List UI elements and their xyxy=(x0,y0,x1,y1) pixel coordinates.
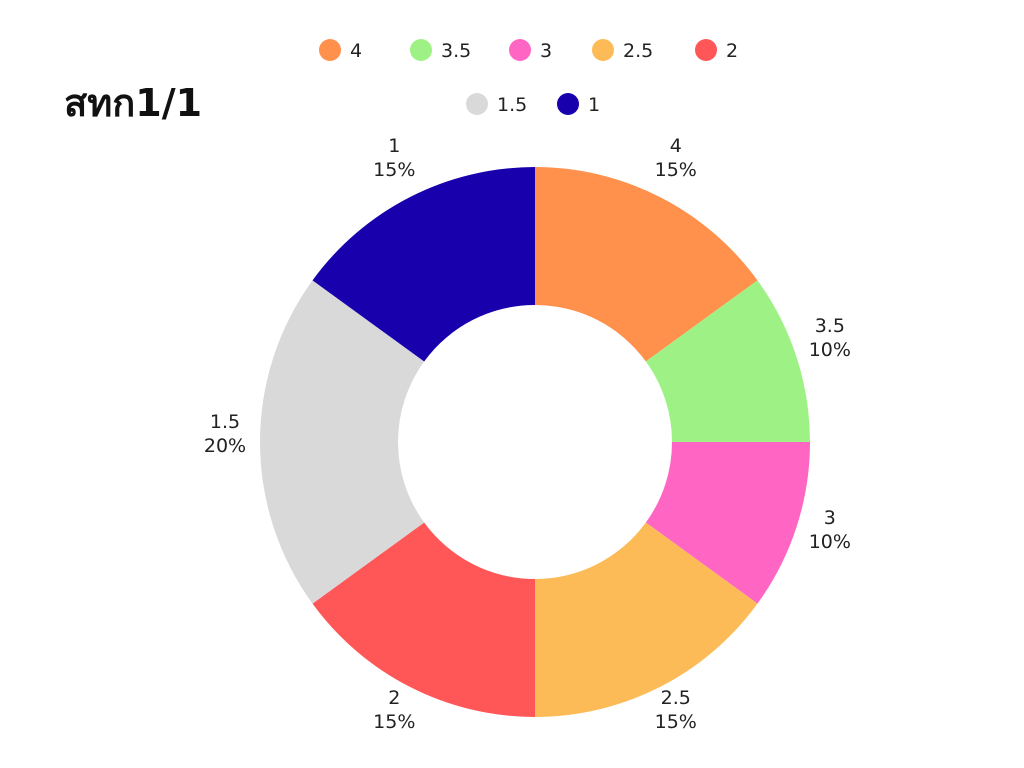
slice-label-4: 4 15% xyxy=(655,135,697,181)
slice-label-1: 1 15% xyxy=(373,135,415,181)
legend-item-4: 4 xyxy=(319,39,362,62)
slice-label-2: 2 15% xyxy=(373,687,415,733)
slice-percent-label: 15% xyxy=(655,159,697,181)
slice-label-2-5: 2.5 15% xyxy=(655,687,697,733)
slice-category-label: 1 xyxy=(388,135,400,157)
slice-category-label: 4 xyxy=(670,135,682,157)
legend-label: 3.5 xyxy=(441,40,471,62)
slice-percent-label: 15% xyxy=(373,711,415,733)
slice-category-label: 1.5 xyxy=(210,411,240,433)
legend-swatch xyxy=(466,93,488,115)
legend-label: 1 xyxy=(588,94,600,116)
legend-label: 1.5 xyxy=(497,94,527,116)
legend-item-2: 2 xyxy=(695,39,738,62)
slice-percent-label: 10% xyxy=(809,339,851,361)
slice-3-5 xyxy=(645,280,810,442)
legend-item-3-5: 3.5 xyxy=(410,39,471,62)
chart-title: สทก1/1 xyxy=(64,81,203,125)
slice-label-3-5: 3.5 10% xyxy=(809,315,851,361)
slice-category-label: 2 xyxy=(388,687,400,709)
legend-swatch xyxy=(410,39,432,61)
slice-label-1-5: 1.5 20% xyxy=(204,411,246,457)
legend-label: 4 xyxy=(350,40,362,62)
legend-swatch xyxy=(509,39,531,61)
legend-item-1: 1 xyxy=(557,93,600,116)
legend-swatch xyxy=(592,39,614,61)
legend-item-2-5: 2.5 xyxy=(592,39,653,62)
legend-item-1-5: 1.5 xyxy=(466,93,527,116)
slice-category-label: 3.5 xyxy=(815,315,845,337)
slice-percent-label: 15% xyxy=(373,159,415,181)
slice-percent-label: 15% xyxy=(655,711,697,733)
slice-percent-label: 10% xyxy=(809,531,851,553)
slice-1 xyxy=(312,167,535,362)
slice-1-5 xyxy=(260,280,425,604)
legend-item-3: 3 xyxy=(509,39,552,62)
slice-label-3: 3 10% xyxy=(809,507,851,553)
slice-percent-label: 20% xyxy=(204,435,246,457)
legend: 4 3.5 3 2.5 2 1.5 1 xyxy=(319,39,738,116)
slice-4 xyxy=(535,167,758,362)
slice-labels: 4 15%3.5 10%3 10%2.5 15%2 15%1.5 20%1 15% xyxy=(204,135,851,733)
slice-category-label: 3 xyxy=(824,507,836,529)
legend-swatch xyxy=(695,39,717,61)
legend-swatch xyxy=(557,93,579,115)
slice-2-5 xyxy=(535,522,758,717)
donut-slices xyxy=(260,167,810,717)
slice-category-label: 2.5 xyxy=(661,687,691,709)
legend-label: 2 xyxy=(726,40,738,62)
slice-2 xyxy=(312,522,535,717)
slice-3 xyxy=(645,442,810,604)
legend-swatch xyxy=(319,39,341,61)
legend-label: 3 xyxy=(540,40,552,62)
legend-label: 2.5 xyxy=(623,40,653,62)
